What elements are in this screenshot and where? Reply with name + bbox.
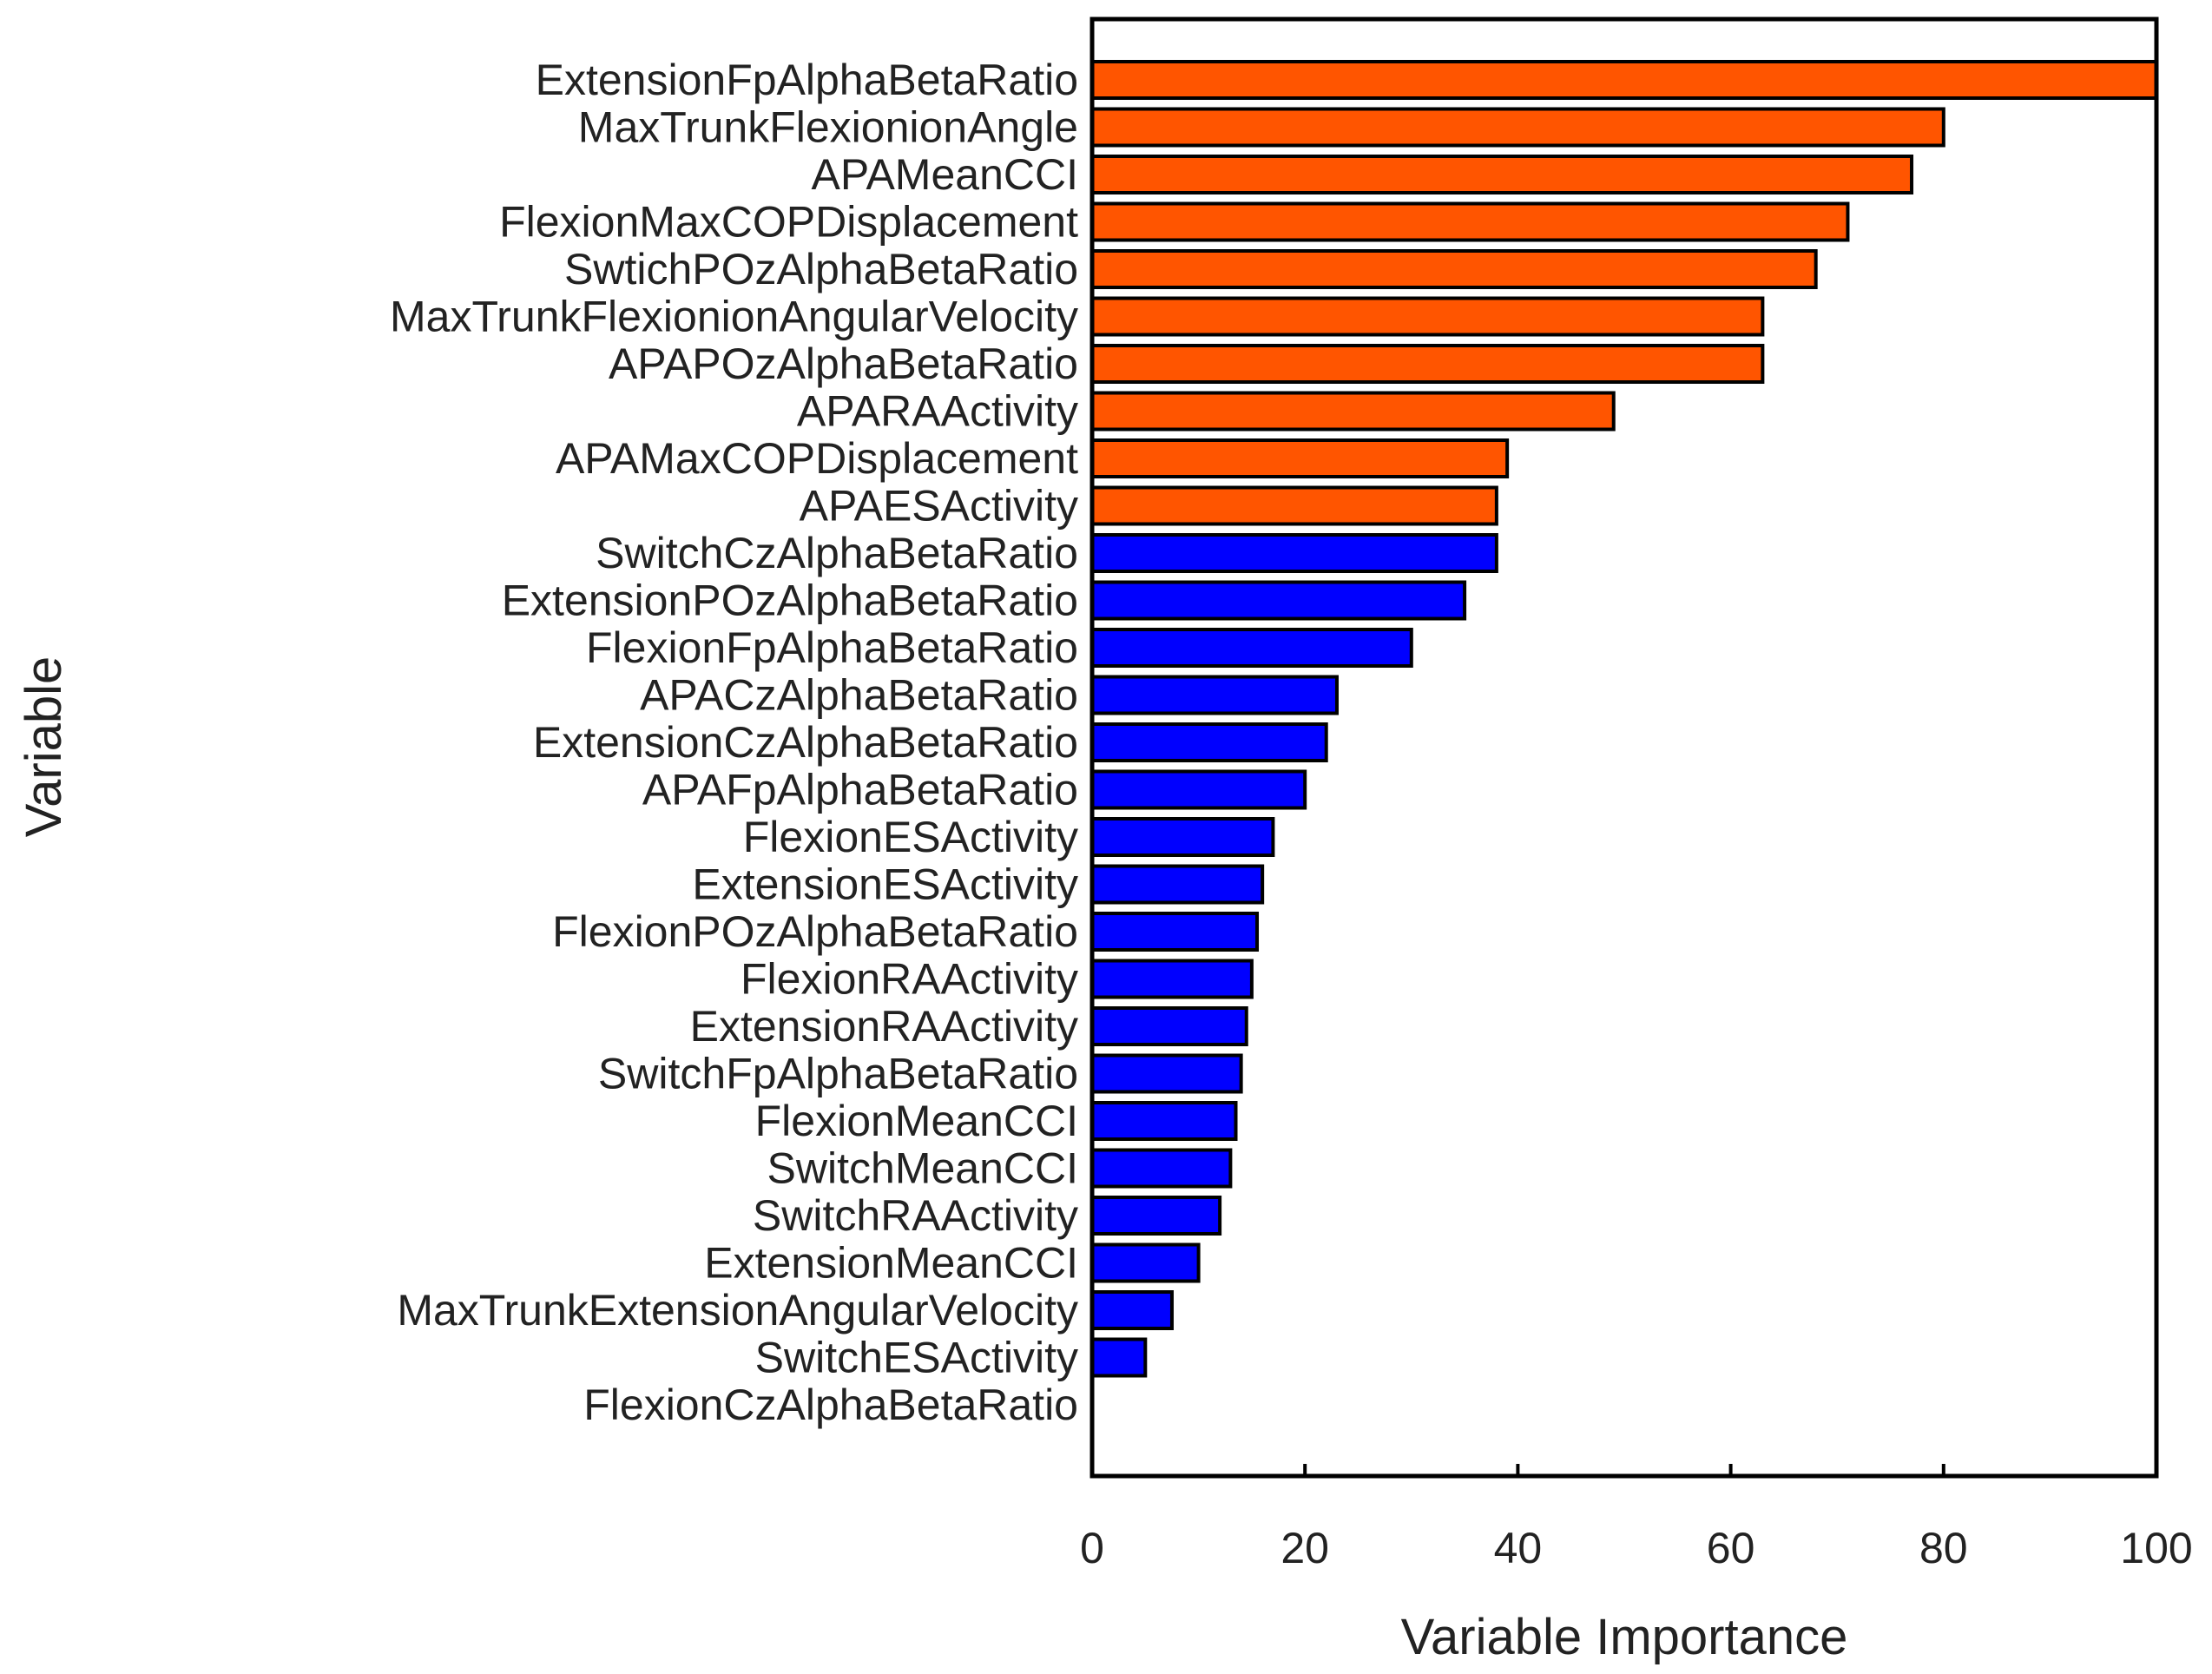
bar-SwitchFpAlphaBetaRatio — [1090, 1053, 1243, 1094]
category-label: ExtensionESActivity — [692, 860, 1078, 909]
category-label: FlexionPOzAlphaBetaRatio — [552, 907, 1078, 956]
category-label: FlexionCzAlphaBetaRatio — [583, 1381, 1078, 1429]
bar-ExtensionESActivity — [1090, 864, 1265, 905]
x-tick-label: 40 — [1494, 1524, 1543, 1572]
bar-SwitchCzAlphaBetaRatio — [1090, 533, 1498, 573]
category-label: APAMaxCOPDisplacement — [556, 434, 1078, 483]
category-label: MaxTrunkExtensionAngularVelocity — [397, 1286, 1078, 1335]
category-label: SwitchESActivity — [755, 1334, 1078, 1382]
bar-APAMaxCOPDisplacement — [1090, 438, 1510, 478]
category-label: SwitchRAActivity — [753, 1191, 1078, 1240]
bar-FlexionFpAlphaBetaRatio — [1090, 628, 1413, 668]
category-label: FlexionESActivity — [743, 813, 1078, 861]
bar-SwitchMeanCCI — [1090, 1148, 1233, 1189]
bar-ExtensionCzAlphaBetaRatio — [1090, 722, 1328, 762]
category-label: SwitchFpAlphaBetaRatio — [598, 1050, 1078, 1098]
category-label: MaxTrunkFlexionionAngularVelocity — [390, 293, 1078, 341]
x-axis-ticks: 0 20 40 60 80 100 — [1080, 1464, 2193, 1572]
category-label: ExtensionFpAlphaBetaRatio — [536, 56, 1078, 104]
bar-APAMeanCCI — [1090, 155, 1914, 194]
x-tick-label: 20 — [1280, 1524, 1329, 1572]
category-label: FlexionFpAlphaBetaRatio — [586, 623, 1078, 672]
bar-APAFpAlphaBetaRatio — [1090, 769, 1307, 810]
x-axis-title: Variable Importance — [1401, 1609, 1848, 1665]
bar-SwitchRAActivity — [1090, 1196, 1222, 1236]
category-label: ExtensionRAActivity — [690, 1002, 1078, 1051]
x-tick-label: 100 — [2120, 1524, 2192, 1572]
bar-ExtensionFpAlphaBetaRatio — [1090, 60, 2158, 100]
category-label: APAFpAlphaBetaRatio — [642, 766, 1078, 814]
category-label: ExtensionPOzAlphaBetaRatio — [502, 577, 1078, 625]
category-label: ExtensionMeanCCI — [704, 1239, 1078, 1288]
category-label: ExtensionCzAlphaBetaRatio — [533, 718, 1078, 767]
bar-MaxTrunkFlexionionAngularVelocity — [1090, 296, 1765, 337]
x-tick-label: 0 — [1080, 1524, 1104, 1572]
category-label: APAPOzAlphaBetaRatio — [609, 339, 1078, 388]
category-label: APAMeanCCI — [811, 150, 1078, 199]
category-label: MaxTrunkFlexionionAngle — [578, 103, 1078, 152]
category-label: FlexionMaxCOPDisplacement — [499, 198, 1078, 247]
category-labels: ExtensionFpAlphaBetaRatioMaxTrunkFlexion… — [390, 56, 1078, 1429]
bar-FlexionPOzAlphaBetaRatio — [1090, 912, 1260, 952]
category-label: FlexionMeanCCI — [755, 1097, 1078, 1145]
bar-ExtensionPOzAlphaBetaRatio — [1090, 580, 1467, 621]
category-label: APAESActivity — [800, 482, 1078, 531]
x-tick-label: 80 — [1919, 1524, 1968, 1572]
bar-SwtichPOzAlphaBetaRatio — [1090, 249, 1818, 289]
bar-FlexionESActivity — [1090, 817, 1275, 857]
bar-MaxTrunkExtensionAngularVelocity — [1090, 1290, 1174, 1330]
y-axis-title: Variable — [16, 656, 72, 838]
bar-ExtensionMeanCCI — [1090, 1242, 1201, 1283]
category-label: FlexionRAActivity — [741, 955, 1078, 1004]
bar-APARAActivity — [1090, 391, 1616, 432]
bars-layer — [1090, 60, 2158, 1378]
bar-APACzAlphaBetaRatio — [1090, 675, 1339, 715]
category-label: SwitchMeanCCI — [767, 1144, 1078, 1193]
bar-APAESActivity — [1090, 485, 1498, 526]
category-label: APACzAlphaBetaRatio — [640, 671, 1078, 720]
category-label: APARAActivity — [797, 387, 1078, 436]
bar-FlexionMaxCOPDisplacement — [1090, 201, 1850, 242]
plot-frame — [1090, 16, 2159, 1479]
bar-FlexionMeanCCI — [1090, 1101, 1238, 1141]
category-label: SwtichPOzAlphaBetaRatio — [564, 245, 1078, 293]
bar-FlexionRAActivity — [1090, 959, 1254, 999]
bar-ExtensionRAActivity — [1090, 1006, 1248, 1046]
bar-APAPOzAlphaBetaRatio — [1090, 344, 1765, 384]
x-tick-label: 60 — [1707, 1524, 1755, 1572]
bar-MaxTrunkFlexionionAngle — [1090, 107, 1945, 148]
category-label: SwitchCzAlphaBetaRatio — [596, 529, 1078, 577]
bar-SwitchESActivity — [1090, 1337, 1148, 1378]
